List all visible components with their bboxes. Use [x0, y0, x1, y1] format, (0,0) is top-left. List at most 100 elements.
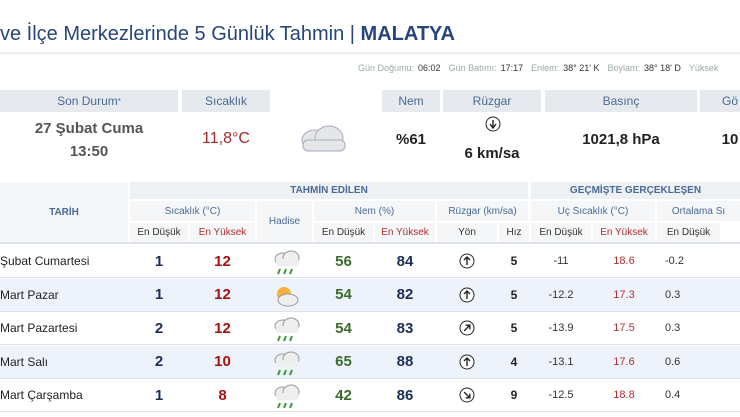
wind-speed: 5: [510, 287, 518, 302]
current-wind: 6 km/sa: [464, 144, 520, 162]
past-high: 17.6: [613, 355, 635, 368]
date: Mart Pazartesi: [0, 321, 78, 335]
date-header: TARİH: [0, 182, 128, 242]
row-rule: [0, 277, 740, 278]
sub-header: Hadise: [257, 201, 312, 242]
current-humidity: %61: [395, 130, 427, 148]
current-pressure: 1021,8 hPa: [582, 130, 660, 148]
group-header: TAHMİN EDİLEN: [130, 182, 528, 199]
temp-low: 1: [154, 386, 164, 404]
past-low: -11: [553, 255, 569, 267]
sub-header: Ortalama Sı: [657, 201, 740, 221]
wind-speed: 5: [510, 254, 518, 268]
current-temp: 11,8°C: [202, 130, 250, 147]
past-low: -13.9: [548, 322, 574, 334]
current-header: Rüzgar: [443, 90, 541, 112]
divider: [0, 52, 740, 54]
row-rule: [0, 344, 740, 345]
humidity-low: 65: [335, 353, 352, 370]
column-header: En Düşük: [130, 223, 188, 242]
wind-direction: [459, 354, 475, 369]
current-header: Gö: [700, 90, 740, 112]
page-title: ve İlçe Merkezlerinde 5 Günlük Tahmin | …: [0, 20, 740, 48]
current-date: 27 Şubat Cuma: [34, 119, 144, 137]
humidity-low: 54: [335, 319, 352, 337]
avg-low: 0.3: [665, 322, 681, 334]
column-header: En Yüksek: [190, 223, 255, 242]
avg-low: 0.3: [665, 288, 681, 301]
temp-high: 12: [214, 286, 231, 303]
temp-low: 1: [154, 252, 164, 270]
current-header: Sıcaklık: [182, 90, 270, 112]
wind-direction: [459, 287, 475, 302]
current-time: 13:50: [69, 142, 109, 160]
temp-low: 2: [154, 319, 164, 337]
wind-speed: 5: [510, 321, 518, 335]
info-value: 06:02: [418, 63, 441, 73]
temp-high: 8: [218, 386, 227, 404]
wind-speed: 4: [510, 354, 518, 369]
weather-icon: [274, 384, 300, 409]
column-header: En Yüksek: [593, 223, 655, 242]
row-bg: [0, 278, 740, 311]
humidity-low: 56: [335, 252, 352, 270]
sub-header: Sıcaklık (°C): [130, 201, 255, 221]
info-value: 17:17: [500, 63, 524, 73]
past-high: 17.3: [613, 288, 635, 301]
weather-icon: [274, 250, 300, 275]
current-header: Basınç: [545, 90, 697, 112]
temp-high: 12: [214, 252, 231, 270]
info-value: 38° 21' K: [563, 63, 600, 73]
sub-header: Rüzgar (km/sa): [437, 201, 528, 221]
temp-low: 2: [154, 353, 164, 370]
current-header: Son Durum *: [0, 90, 178, 112]
date: Mart Salı: [0, 354, 49, 369]
humidity-high: 86: [396, 386, 414, 404]
cloud-icon: [301, 125, 346, 152]
sub-header: Uç Sıcaklık (°C): [531, 201, 655, 221]
current-header: Nem: [382, 90, 440, 112]
wind-direction: [459, 253, 475, 269]
wind-direction: [459, 320, 475, 336]
column-header: Yön: [437, 223, 497, 242]
avg-low: 0.6: [665, 355, 681, 368]
column-header: En Düşük: [657, 223, 720, 242]
past-low: -12.5: [548, 389, 574, 401]
humidity-high: 83: [396, 319, 414, 337]
date: Mart Pazar: [0, 287, 59, 302]
wind-speed: 9: [510, 388, 518, 402]
row-rule: [0, 411, 740, 412]
weather-icon: [277, 286, 299, 306]
city: MALATYA: [360, 22, 455, 45]
temp-low: 1: [154, 286, 164, 303]
temp-high: 12: [214, 319, 231, 337]
weather-icon: [274, 351, 300, 375]
info-label: Gün Doğumu:: [358, 63, 415, 73]
column-header: Hız: [499, 223, 529, 242]
info-value: 38° 18' D: [644, 63, 681, 73]
info-label: Boylam:: [607, 63, 640, 73]
info-label: Enlem:: [531, 63, 560, 73]
info-label: Gün Batımı:: [448, 63, 497, 73]
current-extra: 10: [721, 130, 739, 148]
past-high: 18.6: [613, 255, 635, 267]
avg-low: -0.2: [665, 255, 684, 267]
past-low: -13.1: [548, 355, 574, 368]
humidity-high: 88: [396, 353, 414, 370]
column-header: En Düşük: [531, 223, 591, 242]
avg-low: 0.4: [665, 389, 681, 401]
group-header: GEÇMİŞTE GERÇEKLEŞEN: [531, 182, 740, 199]
row-bg: [0, 345, 740, 378]
column-header: En Yüksek: [375, 223, 435, 242]
column-header: En Düşük: [314, 223, 373, 242]
wind-arrow: [485, 116, 501, 132]
info-label: Yüksek: [688, 63, 719, 73]
date: Şubat Cumartesi: [0, 254, 90, 268]
temp-high: 10: [214, 353, 231, 370]
header-rule: [0, 242, 740, 244]
humidity-low: 42: [335, 386, 352, 404]
humidity-low: 54: [335, 286, 352, 303]
past-high: 17.5: [613, 322, 635, 334]
note-mark: *: [117, 96, 121, 106]
